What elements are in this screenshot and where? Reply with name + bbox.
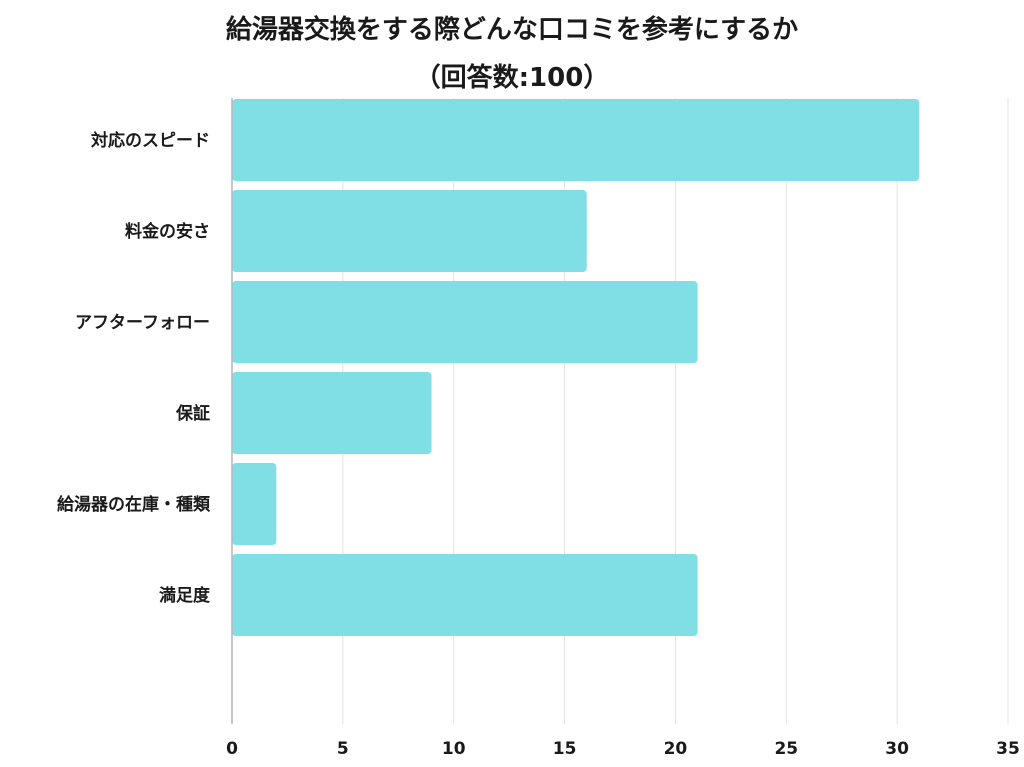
x-tick-label-4: 20 bbox=[664, 739, 688, 759]
chart-subtitle: （回答数:100） bbox=[414, 63, 610, 93]
x-tick-label-7: 35 bbox=[996, 739, 1020, 759]
x-tick-label-1: 5 bbox=[337, 739, 349, 759]
x-tick-label-0: 0 bbox=[226, 739, 238, 759]
bar-4 bbox=[232, 463, 277, 545]
category-label-0: 対応のスピード bbox=[90, 130, 210, 151]
category-label-1: 料金の安さ bbox=[125, 221, 210, 242]
x-tick-label-5: 25 bbox=[774, 739, 798, 759]
x-tick-label-3: 15 bbox=[553, 739, 577, 759]
bar-1 bbox=[232, 190, 587, 272]
bar-2 bbox=[232, 281, 698, 363]
x-tick-label-6: 30 bbox=[885, 739, 909, 759]
bar-0 bbox=[232, 99, 920, 181]
category-label-2: アフターフォロー bbox=[75, 313, 210, 333]
category-label-4: 給湯器の在庫・種類 bbox=[57, 494, 211, 515]
bar-3 bbox=[232, 372, 432, 454]
bar-5 bbox=[232, 554, 698, 636]
category-label-5: 満足度 bbox=[159, 585, 211, 606]
x-tick-label-2: 10 bbox=[442, 739, 466, 759]
chart-title: 給湯器交換をする際どんな口コミを参考にするか bbox=[225, 15, 799, 45]
category-label-3: 保証 bbox=[175, 403, 210, 424]
